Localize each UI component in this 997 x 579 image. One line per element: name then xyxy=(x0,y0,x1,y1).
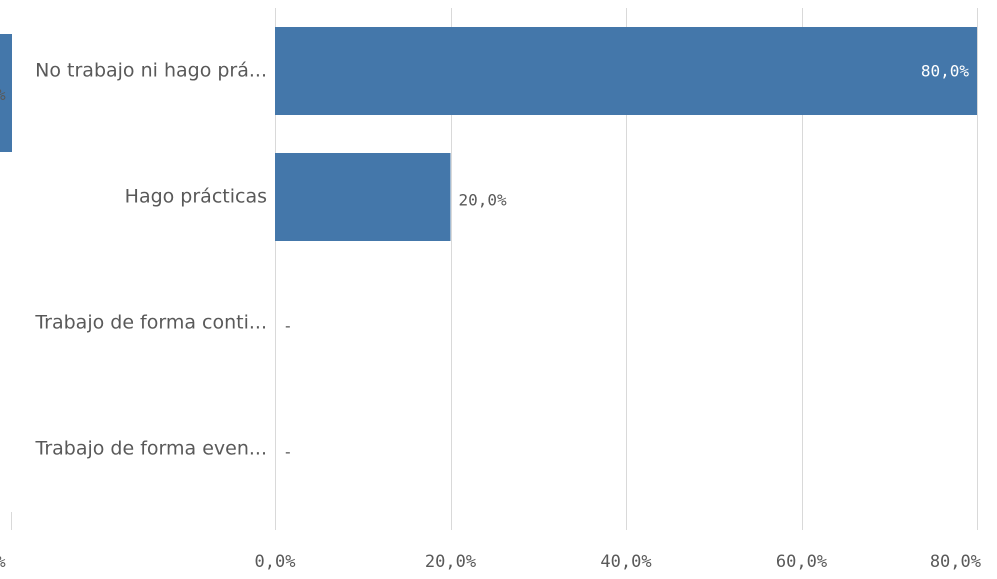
category-labels: No trabajo ni hago prá... Hago prácticas T… xyxy=(34,60,267,460)
bars xyxy=(275,27,977,241)
clipped-left-chart: % % xyxy=(0,34,12,571)
data-label-0: 80,0% xyxy=(921,62,970,81)
x-tick-label-1: 20,0% xyxy=(425,552,476,572)
clipped-left-bar-label: % xyxy=(0,85,6,104)
category-label-3: Trabajo de forma even... xyxy=(35,438,267,460)
x-tick-label-2: 40,0% xyxy=(600,552,651,572)
data-labels: 80,0% 20,0% - - xyxy=(283,62,969,462)
category-label-2: Trabajo de forma conti... xyxy=(34,312,267,334)
data-label-3: - xyxy=(283,443,293,462)
data-label-1: 20,0% xyxy=(459,191,508,210)
clipped-left-tick-label: % xyxy=(0,552,6,571)
bar-0 xyxy=(275,27,977,115)
category-label-1: Hago prácticas xyxy=(125,186,267,208)
x-tick-label-4: 80,0% xyxy=(930,552,981,572)
category-label-0: No trabajo ni hago prá... xyxy=(35,60,267,82)
bar-1 xyxy=(275,153,451,241)
x-axis-tick-labels: 0,0% 20,0% 40,0% 60,0% 80,0% xyxy=(255,552,981,572)
data-label-2: - xyxy=(283,317,293,336)
clipped-left-bar xyxy=(0,34,12,152)
x-tick-label-0: 0,0% xyxy=(255,552,296,572)
x-tick-label-3: 60,0% xyxy=(776,552,827,572)
